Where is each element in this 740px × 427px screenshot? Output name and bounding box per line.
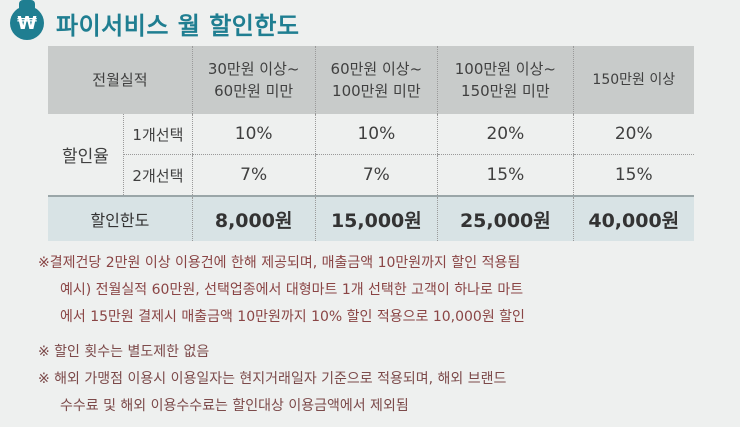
- note-example-line: 예시) 전월실적 60만원, 선택업종에서 대형마트 1개 선택한 고객이 하나…: [60, 282, 524, 298]
- rate-cell: 15%: [572, 154, 694, 196]
- rate-cell: 10%: [191, 114, 315, 155]
- limit-cell: 15,000원: [314, 195, 438, 241]
- tier-header: 60만원 이상~ 100만원 미만: [314, 46, 438, 114]
- rate-cell: 10%: [314, 114, 438, 155]
- discount-table: 전월실적 30만원 이상~ 60만원 미만 60만원 이상~ 100만원 미만 10…: [48, 46, 694, 241]
- prev-month-header: 전월실적: [48, 46, 193, 114]
- note-line: ※결제건당 2만원 이상 이용건에 한해 제공되며, 매출금액 10만원까지 할…: [38, 255, 521, 271]
- table-row: 할인율 1개선택 10% 10% 20% 20%: [48, 114, 694, 197]
- won-pouch-icon: ₩: [10, 0, 44, 40]
- limit-cell: 8,000원: [191, 195, 315, 241]
- limit-cell: 25,000원: [437, 195, 574, 241]
- option-label: 1개선택: [123, 114, 193, 155]
- rate-row-label: 할인율: [48, 114, 124, 197]
- note-line: 수수료 및 해외 이용수수료는 할인대상 이용금액에서 제외됨: [60, 398, 409, 414]
- limit-cell: 40,000원: [572, 195, 694, 241]
- note-example-line: 에서 15만원 결제시 매출금액 10만원까지 10% 할인 적용으로 10,0…: [60, 309, 525, 325]
- rate-cell: 20%: [437, 114, 574, 155]
- page-title: 파이서비스 월 할인한도: [56, 11, 300, 40]
- tier-header: 30만원 이상~ 60만원 미만: [191, 46, 315, 114]
- tier-header: 150만원 이상: [572, 46, 694, 114]
- rate-cell: 15%: [437, 154, 574, 196]
- note-line: ※ 해외 가맹점 이용시 이용일자는 현지거래일자 기준으로 적용되며, 해외 …: [38, 371, 507, 387]
- table-row: 2개선택 7% 7% 15% 15%: [48, 154, 694, 196]
- rate-cell: 7%: [314, 154, 438, 196]
- limit-label: 할인한도: [48, 195, 193, 241]
- rate-cell: 7%: [191, 154, 315, 196]
- limit-row: 할인한도 8,000원 15,000원 25,000원 40,000원: [48, 195, 694, 241]
- notes: ※결제건당 2만원 이상 이용건에 한해 제공되며, 매출금액 10만원까지 할…: [38, 250, 728, 420]
- table-header-row: 전월실적 30만원 이상~ 60만원 미만 60만원 이상~ 100만원 미만 10…: [48, 46, 694, 114]
- option-label: 2개선택: [132, 166, 184, 185]
- header: ₩ 파이서비스 월 할인한도: [10, 0, 300, 40]
- tier-header: 100만원 이상~ 150만원 미만: [437, 46, 574, 114]
- rate-cell: 20%: [572, 114, 694, 155]
- note-line: ※ 할인 횟수는 별도제한 없음: [38, 344, 210, 360]
